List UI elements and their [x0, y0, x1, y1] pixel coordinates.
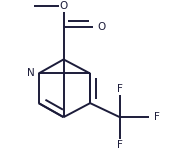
Text: F: F [117, 84, 123, 94]
Text: N: N [27, 68, 35, 78]
Text: O: O [97, 22, 105, 32]
Text: F: F [117, 140, 123, 150]
Text: F: F [154, 112, 160, 122]
Text: O: O [60, 1, 68, 11]
